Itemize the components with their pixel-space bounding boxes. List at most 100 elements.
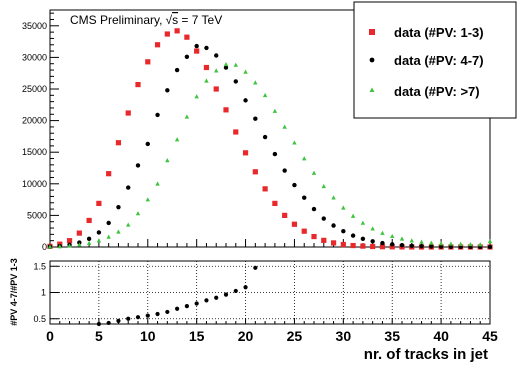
legend-box [353,1,517,119]
data-point-series-1 [96,200,102,206]
x-tick-label: 15 [189,328,205,344]
data-point-series-1 [203,64,210,71]
x-axis: 0 5 10 15 20 25 30 35 40 45 [46,239,498,344]
legend-label-series-3: data (#PV: >7) [394,84,480,99]
data-point-series-3 [292,140,297,145]
data-point-series-2 [350,233,356,238]
data-point-series-2 [321,216,326,221]
ratio-point [223,292,229,297]
data-point-series-2 [311,206,317,212]
ratio-point [214,295,219,300]
data-point-series-3 [174,137,180,142]
ratio-plot-marks [96,265,258,327]
y-tick-label: 25000 [22,84,47,94]
data-point-series-2 [360,236,366,241]
data-point-series-1 [86,217,92,224]
data-point-series-1 [145,59,151,65]
ratio-y-axis: 0.5 1 1.5 [33,261,59,324]
data-point-series-2 [438,244,444,249]
data-point-series-3 [419,239,424,244]
x-axis-label: nr. of tracks in jet [364,346,488,363]
data-point-series-1 [321,237,327,243]
data-point-series-3 [155,181,160,186]
data-point-series-1 [360,243,366,249]
ratio-point [145,313,150,318]
main-y-axis: 0 5000 10000 15000 20000 25000 30000 35000 [22,12,59,252]
data-point-series-3 [458,241,463,246]
ratio-y-tick-label: 0.5 [33,314,46,324]
data-point-series-3 [253,80,258,85]
data-point-series-2 [155,112,160,118]
legend-symbol-series-3 [369,87,375,92]
data-point-series-3 [438,241,444,246]
data-point-series-1 [213,86,219,92]
data-point-series-1 [223,107,229,113]
data-point-series-3 [204,78,209,83]
energy-variable: s [172,13,178,27]
data-point-series-2 [390,242,395,247]
data-point-series-1 [76,230,82,236]
data-point-series-1 [233,129,239,135]
ratio-point [165,309,170,315]
main-plot-frame [49,9,491,248]
data-point-series-2 [96,230,102,235]
data-point-series-2 [135,163,141,168]
data-point-series-1 [379,244,386,250]
data-point-series-1 [164,31,170,37]
x-tick-label: 0 [46,328,54,344]
data-point-series-3 [77,242,82,247]
data-point-series-1 [370,243,376,250]
y-tick-label: 5000 [27,210,47,220]
data-point-series-2 [243,98,248,103]
legend-label-series-2: data (#PV: 4-7) [394,53,484,68]
data-point-series-3 [135,211,141,216]
data-point-series-1 [135,81,141,88]
y-tick-label: 30000 [22,52,47,62]
x-tick-label: 35 [384,328,400,344]
legend-label-series-1: data (#PV: 1-3) [394,25,484,40]
data-point-series-2 [106,220,111,226]
energy-value: = 7 TeV [178,13,222,27]
main-plot-marks [47,28,493,250]
data-point-series-2 [126,185,131,190]
ratio-point [243,285,248,290]
data-point-series-2 [184,54,190,59]
data-point-series-3 [429,240,434,245]
data-point-series-3 [165,158,170,163]
data-point-series-3 [194,94,199,99]
data-point-series-1 [301,228,307,234]
y-tick-label: 0 [42,242,47,252]
data-point-series-2 [86,236,92,241]
x-tick-label: 30 [336,328,352,344]
data-point-series-1 [115,140,122,146]
x-tick-label: 20 [238,328,254,344]
data-point-series-3 [448,241,454,246]
y-tick-label: 35000 [22,21,47,31]
data-point-series-3 [341,205,346,210]
data-point-series-1 [242,150,249,156]
data-point-series-3 [116,229,121,234]
y-tick-label: 15000 [22,147,47,157]
data-point-series-3 [184,114,190,119]
data-point-series-3 [243,69,248,74]
data-point-series-3 [370,226,375,231]
data-point-series-3 [487,238,493,244]
ratio-grid [50,261,490,324]
data-point-series-3 [399,236,405,241]
data-point-series-3 [262,92,268,98]
data-point-series-2 [272,151,278,157]
data-point-series-1 [272,200,278,206]
data-point-series-3 [223,61,229,67]
data-point-series-2 [223,65,229,70]
ratio-point [155,311,160,317]
data-point-series-1 [330,240,337,246]
data-point-series-2 [145,141,150,147]
data-point-series-1 [252,169,258,175]
data-point-series-2 [331,223,336,228]
y-tick-label: 20000 [22,116,47,126]
data-point-series-1 [311,233,317,240]
data-point-series-3 [214,68,219,73]
data-point-series-3 [380,230,385,235]
legend: data (#PV: 1-3) data (#PV: 4-7) data (#P… [369,25,484,99]
